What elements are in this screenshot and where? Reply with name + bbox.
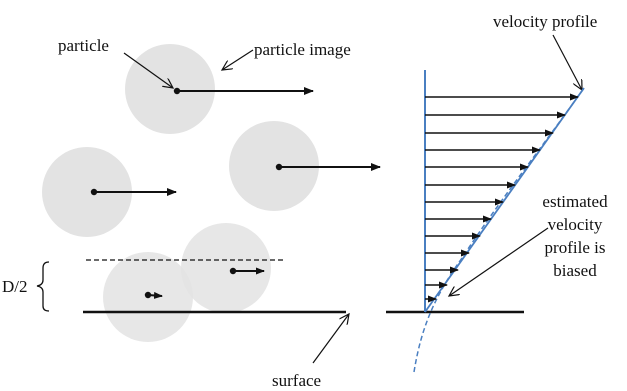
estimated-leader-arrow: [449, 227, 549, 296]
velocity-profile-arrows: [425, 93, 579, 303]
particle-image-circle: [229, 121, 319, 211]
label-half-diameter: D/2: [2, 277, 28, 296]
particle-images: [42, 44, 319, 342]
label-velocity-profile: velocity profile: [493, 12, 597, 31]
label-estimated-line4: biased: [553, 261, 597, 280]
particle-image-circle: [42, 147, 132, 237]
particle-image-circle: [125, 44, 215, 134]
label-particle: particle: [58, 36, 109, 55]
particle-leader-arrow: [123, 52, 173, 88]
label-surface: surface: [272, 371, 321, 390]
displacement-arrow: [147, 291, 163, 299]
velocity-profile-leader-arrow: [552, 34, 582, 90]
label-estimated-line1: estimated: [542, 192, 608, 211]
velocity-profile: [413, 70, 585, 373]
particle-image-leader-arrow: [222, 49, 254, 70]
label-particle-image: particle image: [254, 40, 351, 59]
label-estimated-line3: profile is: [545, 238, 606, 257]
half-diameter-bracket: [36, 261, 50, 312]
particle-image-circle: [181, 223, 271, 313]
label-estimated-line2: velocity: [548, 215, 603, 234]
surface-leader-arrow: [312, 314, 349, 364]
particle-displacements: [90, 87, 381, 299]
